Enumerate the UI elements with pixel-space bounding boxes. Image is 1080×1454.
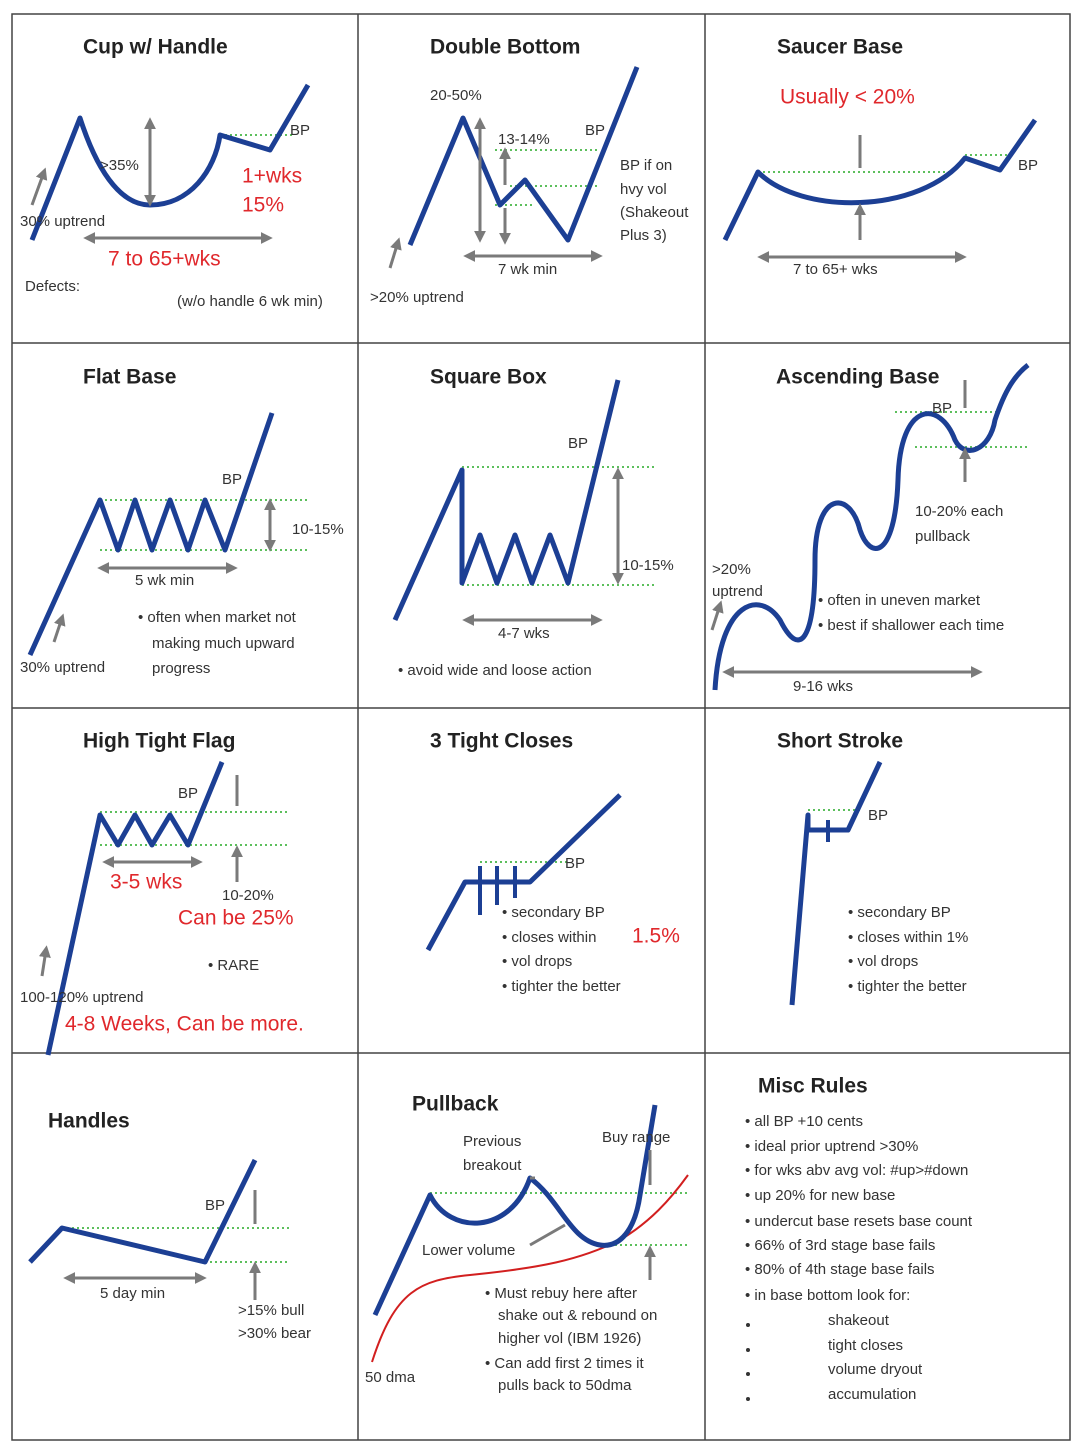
pattern-label: Buy range bbox=[602, 1129, 670, 1146]
pattern-label: 100-120% uptrend bbox=[20, 989, 143, 1006]
pattern-label: • for wks abv avg vol: #up>#down bbox=[745, 1162, 968, 1179]
pattern-label: 9-16 wks bbox=[793, 678, 853, 695]
pattern-label: higher vol (IBM 1926) bbox=[498, 1330, 641, 1347]
pattern-title: Ascending Base bbox=[776, 366, 939, 389]
pattern-label: shake out & rebound on bbox=[498, 1307, 657, 1324]
pattern-title: High Tight Flag bbox=[83, 730, 235, 753]
pattern-label: 10-20% bbox=[222, 887, 274, 904]
pattern-label: • all BP +10 cents bbox=[745, 1113, 863, 1130]
pattern-label: >20% uptrend bbox=[370, 289, 464, 306]
pattern-label: Lower volume bbox=[422, 1242, 515, 1259]
pattern-label: making much upward bbox=[152, 635, 295, 652]
pattern-label: 4-8 Weeks, Can be more. bbox=[65, 1013, 304, 1036]
pattern-label: accumulation bbox=[828, 1386, 916, 1403]
pattern-label: 7 wk min bbox=[498, 261, 557, 278]
pattern-label: Plus 3) bbox=[620, 227, 667, 244]
pattern-label: • often in uneven market bbox=[818, 592, 981, 609]
pattern-label: hvy vol bbox=[620, 181, 667, 198]
pattern-label: pulls back to 50dma bbox=[498, 1377, 632, 1394]
pattern-label: BP bbox=[222, 471, 242, 488]
pattern-label: • secondary BP bbox=[502, 904, 605, 921]
pattern-title: Misc Rules bbox=[758, 1075, 868, 1098]
pattern-label: • vol drops bbox=[848, 953, 918, 970]
pattern-label: • closes within bbox=[502, 929, 596, 946]
pattern-label: 7 to 65+ wks bbox=[793, 261, 878, 278]
pattern-label: • best if shallower each time bbox=[818, 617, 1004, 634]
pattern-title: Pullback bbox=[412, 1093, 499, 1116]
pattern-label: >15% bull bbox=[238, 1302, 304, 1319]
pattern-label: 50 dma bbox=[365, 1369, 416, 1386]
pattern-label: BP bbox=[585, 122, 605, 139]
pattern-label: 5 wk min bbox=[135, 572, 194, 589]
pattern-label: 1.5% bbox=[632, 925, 680, 948]
pattern-label: 30% uptrend bbox=[20, 213, 105, 230]
pattern-label: BP bbox=[932, 400, 952, 417]
pattern-label: • 66% of 3rd stage base fails bbox=[745, 1237, 935, 1254]
pattern-label: progress bbox=[152, 660, 210, 677]
pattern-label: • ideal prior uptrend >30% bbox=[745, 1138, 918, 1155]
pattern-label: Usually < 20% bbox=[780, 86, 915, 109]
pattern-label: BP bbox=[868, 807, 888, 824]
pattern-label: • tighter the better bbox=[502, 978, 621, 995]
pattern-label: (Shakeout bbox=[620, 204, 689, 221]
pattern-label: BP bbox=[1018, 157, 1038, 174]
pattern-label: >35% bbox=[100, 157, 139, 174]
pattern-label: >30% bear bbox=[238, 1325, 311, 1342]
pattern-label: volume dryout bbox=[828, 1361, 923, 1378]
pattern-label: BP bbox=[290, 122, 310, 139]
pattern-label: breakout bbox=[463, 1157, 522, 1174]
pattern-label: • often when market not bbox=[138, 609, 297, 626]
pattern-label: 10-20% each bbox=[915, 503, 1003, 520]
pattern-label: 30% uptrend bbox=[20, 659, 105, 676]
pattern-label: pullback bbox=[915, 528, 971, 545]
pattern-label: (w/o handle 6 wk min) bbox=[177, 293, 323, 310]
pattern-label: Can be 25% bbox=[178, 907, 294, 930]
pattern-label: tight closes bbox=[828, 1337, 903, 1354]
pattern-label: 10-15% bbox=[292, 521, 344, 538]
pattern-label: 20-50% bbox=[430, 87, 482, 104]
pattern-label: shakeout bbox=[828, 1312, 890, 1329]
pattern-label: • tighter the better bbox=[848, 978, 967, 995]
pattern-label: • Must rebuy here after bbox=[485, 1285, 637, 1302]
pattern-label: • in base bottom look for: bbox=[745, 1287, 910, 1304]
pattern-label: • avoid wide and loose action bbox=[398, 662, 592, 679]
pattern-label: 3-5 wks bbox=[110, 871, 182, 894]
shapes bbox=[27, 66, 1038, 1401]
pattern-label: • Can add first 2 times it bbox=[485, 1355, 644, 1372]
pattern-label: • up 20% for new base bbox=[745, 1187, 895, 1204]
pattern-label: • secondary BP bbox=[848, 904, 951, 921]
pattern-label: BP bbox=[205, 1197, 225, 1214]
pattern-label: • closes within 1% bbox=[848, 929, 968, 946]
pattern-label: BP bbox=[568, 435, 588, 452]
pattern-title: 3 Tight Closes bbox=[430, 730, 573, 753]
pattern-label: uptrend bbox=[712, 583, 763, 600]
pattern-label: 5 day min bbox=[100, 1285, 165, 1302]
pattern-title: Handles bbox=[48, 1110, 130, 1133]
pattern-label: 4-7 wks bbox=[498, 625, 550, 642]
texts: Cup w/ Handle BP >35% 1+wks 15% 30% uptrend 7 … bbox=[20, 36, 1038, 1403]
pattern-label: BP bbox=[178, 785, 198, 802]
pattern-title: Square Box bbox=[430, 366, 547, 389]
pattern-title: Cup w/ Handle bbox=[83, 36, 228, 59]
pattern-label: • 80% of 4th stage base fails bbox=[745, 1261, 935, 1278]
pattern-label: • RARE bbox=[208, 957, 259, 974]
pattern-label: Defects: bbox=[25, 278, 80, 295]
pattern-label: Previous bbox=[463, 1133, 521, 1150]
pattern-title: Short Stroke bbox=[777, 730, 903, 753]
pattern-title: Flat Base bbox=[83, 366, 176, 389]
pattern-label: 15% bbox=[242, 194, 284, 217]
pattern-label: >20% bbox=[712, 561, 751, 578]
pattern-label: • undercut base resets base count bbox=[745, 1213, 973, 1230]
pattern-label: BP if on bbox=[620, 157, 672, 174]
pattern-label: • vol drops bbox=[502, 953, 572, 970]
pattern-label: 13-14% bbox=[498, 131, 550, 148]
pattern-label: BP bbox=[565, 855, 585, 872]
pattern-title: Saucer Base bbox=[777, 36, 903, 59]
pattern-label: 10-15% bbox=[622, 557, 674, 574]
grid bbox=[11, 13, 1071, 1441]
pattern-label: 7 to 65+wks bbox=[108, 248, 221, 271]
pattern-label: 1+wks bbox=[242, 165, 302, 188]
pattern-title: Double Bottom bbox=[430, 36, 580, 59]
